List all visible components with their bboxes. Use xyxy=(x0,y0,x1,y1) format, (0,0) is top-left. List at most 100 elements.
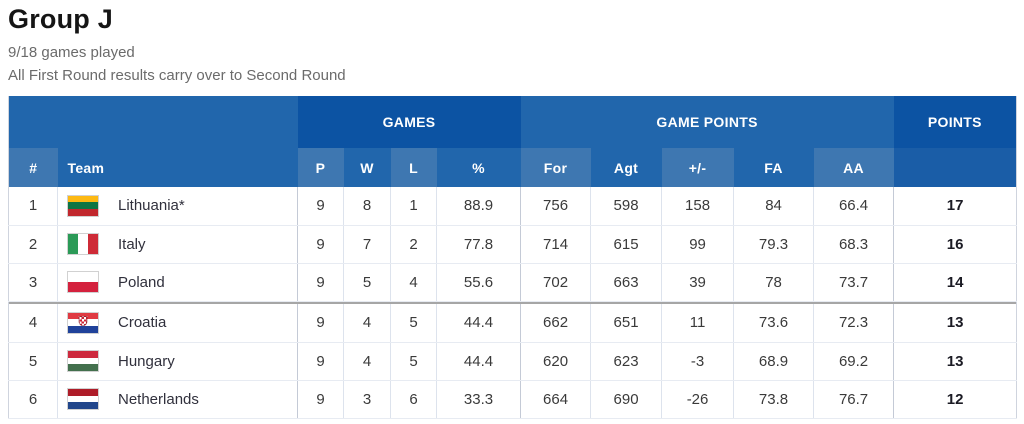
against-value: 598 xyxy=(590,187,663,226)
team-name[interactable]: Lithuania* xyxy=(118,197,185,215)
standings-table: GAMES GAME POINTS POINTS # Team P W L % … xyxy=(8,96,1018,419)
page-title: Group J xyxy=(8,4,113,34)
team-cell[interactable]: Poland xyxy=(57,263,298,302)
points-value: 16 xyxy=(893,225,1017,264)
aa-value: 73.7 xyxy=(813,263,895,302)
team-cell[interactable]: Croatia xyxy=(57,304,298,343)
col-header-percentage[interactable]: % xyxy=(436,148,521,187)
col-header-plus-minus[interactable]: +/- xyxy=(661,148,734,187)
wins-value: 5 xyxy=(343,263,391,302)
qualification-separator-line xyxy=(8,301,1017,304)
wins-value: 8 xyxy=(343,187,391,226)
wins-value: 7 xyxy=(343,225,391,264)
netherlands-flag-icon xyxy=(68,389,98,410)
rank-value: 6 xyxy=(8,380,58,419)
col-header-position[interactable]: # xyxy=(8,148,58,187)
wins-value: 3 xyxy=(343,380,391,419)
pct-value: 44.4 xyxy=(436,304,522,343)
header-points: POINTS xyxy=(893,96,1017,187)
fa-value: 78 xyxy=(733,263,815,302)
plus-minus-value: 99 xyxy=(661,225,735,264)
played-value: 9 xyxy=(297,225,344,264)
table-row: 6 Netherlands 9 3 6 33.3 664 690 -26 73.… xyxy=(8,380,1017,419)
rank-value: 3 xyxy=(8,263,58,302)
croatia-flag-icon xyxy=(68,312,98,333)
games-played-note: 9/18 games played xyxy=(8,44,135,61)
team-cell[interactable]: Hungary xyxy=(57,342,298,381)
wins-value: 4 xyxy=(343,304,391,343)
points-value: 14 xyxy=(893,263,1017,302)
played-value: 9 xyxy=(297,304,344,343)
fa-value: 73.8 xyxy=(733,380,815,419)
for-value: 702 xyxy=(520,263,592,302)
aa-value: 68.3 xyxy=(813,225,895,264)
header-spacer xyxy=(8,96,298,148)
header-games-group: GAMES xyxy=(297,96,521,148)
table-row: 3 Poland 9 5 4 55.6 702 663 39 78 73.7 1… xyxy=(8,263,1017,302)
team-name[interactable]: Italy xyxy=(118,235,146,253)
points-value: 13 xyxy=(893,304,1017,343)
header-game-points-group: GAME POINTS xyxy=(520,96,894,148)
team-name[interactable]: Hungary xyxy=(118,352,175,370)
aa-value: 66.4 xyxy=(813,187,895,226)
rank-value: 5 xyxy=(8,342,58,381)
table-row: 5 Hungary 9 4 5 44.4 620 623 -3 68.9 69.… xyxy=(8,342,1017,381)
hungary-flag-icon xyxy=(68,351,98,372)
table-row: 1 Lithuania* 9 8 1 88.9 756 598 158 84 6… xyxy=(8,187,1017,226)
team-cell[interactable]: Italy xyxy=(57,225,298,264)
against-value: 690 xyxy=(590,380,663,419)
for-value: 662 xyxy=(520,304,592,343)
points-value: 12 xyxy=(893,380,1017,419)
pct-value: 44.4 xyxy=(436,342,522,381)
pct-value: 88.9 xyxy=(436,187,522,226)
fa-value: 84 xyxy=(733,187,815,226)
col-header-team[interactable]: Team xyxy=(57,148,298,187)
poland-flag-icon xyxy=(68,272,98,292)
against-value: 615 xyxy=(590,225,663,264)
col-header-points-for[interactable]: For xyxy=(520,148,591,187)
pct-value: 33.3 xyxy=(436,380,522,419)
plus-minus-value: -3 xyxy=(661,342,735,381)
against-value: 651 xyxy=(590,304,663,343)
col-header-losses[interactable]: L xyxy=(390,148,437,187)
plus-minus-value: 39 xyxy=(661,263,735,302)
table-row: 4 Croatia 9 4 5 44.4 662 651 11 73.6 72.… xyxy=(8,304,1017,343)
played-value: 9 xyxy=(297,187,344,226)
losses-value: 1 xyxy=(390,187,437,226)
aa-value: 76.7 xyxy=(813,380,895,419)
points-value: 17 xyxy=(893,187,1017,226)
col-header-points-against[interactable]: Agt xyxy=(590,148,662,187)
against-value: 663 xyxy=(590,263,663,302)
plus-minus-value: -26 xyxy=(661,380,735,419)
qualification-separator xyxy=(8,301,1017,304)
team-name[interactable]: Netherlands xyxy=(118,390,199,408)
team-name[interactable]: Croatia xyxy=(118,314,167,332)
team-cell[interactable]: Lithuania* xyxy=(57,187,298,226)
team-cell[interactable]: Netherlands xyxy=(57,380,298,419)
pct-value: 55.6 xyxy=(436,263,522,302)
col-header-for-average[interactable]: FA xyxy=(733,148,814,187)
losses-value: 4 xyxy=(390,263,437,302)
plus-minus-value: 158 xyxy=(661,187,735,226)
losses-value: 6 xyxy=(390,380,437,419)
col-header-wins[interactable]: W xyxy=(343,148,391,187)
rank-value: 4 xyxy=(8,304,58,343)
col-header-played[interactable]: P xyxy=(297,148,344,187)
lithuania-flag-icon xyxy=(68,195,98,216)
aa-value: 72.3 xyxy=(813,304,895,343)
points-value: 13 xyxy=(893,342,1017,381)
played-value: 9 xyxy=(297,263,344,302)
italy-flag-icon xyxy=(68,234,98,254)
col-header-against-average[interactable]: AA xyxy=(813,148,894,187)
carry-over-note: All First Round results carry over to Se… xyxy=(8,67,346,84)
header-columns-row: # Team P W L % For Agt +/- FA AA xyxy=(8,148,1017,187)
fa-value: 79.3 xyxy=(733,225,815,264)
team-name[interactable]: Poland xyxy=(118,273,165,291)
fa-value: 68.9 xyxy=(733,342,815,381)
played-value: 9 xyxy=(297,342,344,381)
rank-value: 1 xyxy=(8,187,58,226)
against-value: 623 xyxy=(590,342,663,381)
fa-value: 73.6 xyxy=(733,304,815,343)
aa-value: 69.2 xyxy=(813,342,895,381)
